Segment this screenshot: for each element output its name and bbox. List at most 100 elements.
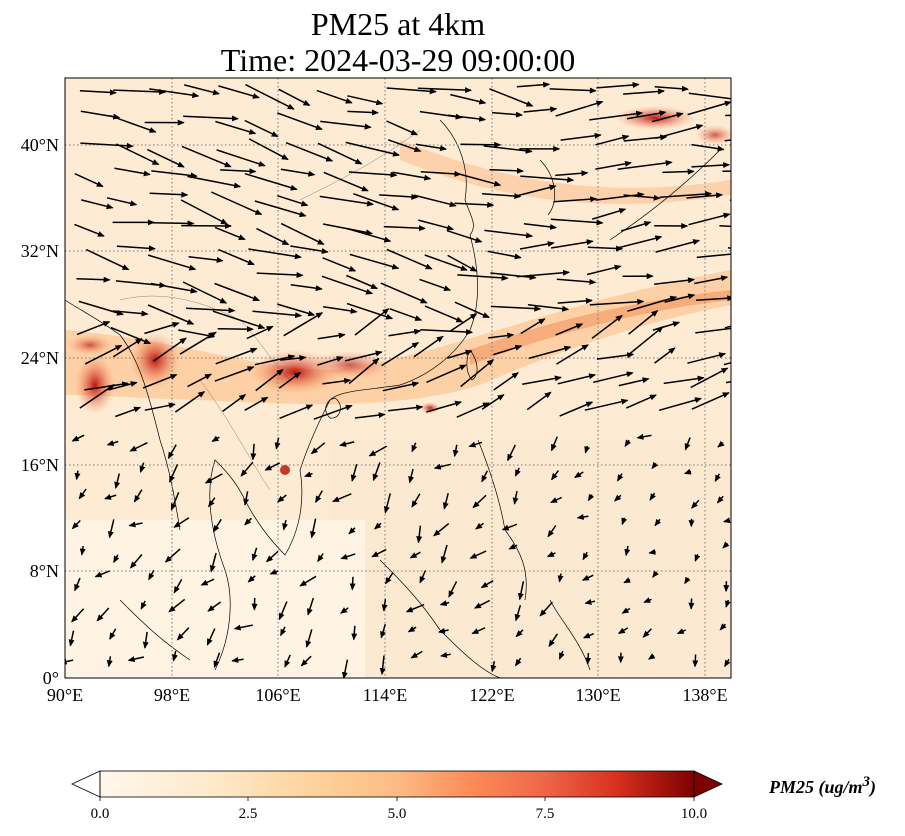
wind-arrow	[449, 313, 478, 332]
wind-arrow	[280, 355, 307, 362]
wind-arrow	[419, 570, 427, 584]
wind-arrow	[79, 384, 115, 409]
wind-arrow	[454, 201, 495, 208]
wind-arrow	[386, 248, 433, 270]
wind-arrow	[446, 229, 483, 243]
wind-arrow	[585, 652, 592, 665]
wind-arrow	[468, 441, 483, 448]
wind-arrow	[150, 282, 198, 294]
wind-arrow	[210, 191, 263, 216]
wind-arrow	[727, 247, 731, 250]
wind-arrow	[493, 372, 519, 391]
lon-axis: 90°E 98°E 106°E 114°E 122°E 130°E 138°E	[47, 685, 728, 705]
wind-arrow	[514, 467, 521, 477]
wind-arrow	[716, 495, 724, 504]
wind-arrow	[347, 109, 379, 116]
wind-arrow	[388, 328, 422, 337]
wind-arrow	[683, 468, 692, 475]
wind-arrow	[152, 337, 187, 362]
colorbar-tick-5: 5.0	[388, 806, 407, 822]
wind-arrow	[240, 461, 254, 477]
wind-arrow	[212, 310, 266, 330]
wind-arrow	[265, 550, 279, 563]
wind-arrow	[351, 625, 358, 641]
wind-arrow	[127, 656, 145, 663]
wind-arrow	[695, 327, 731, 334]
wind-arrow	[733, 274, 765, 278]
wind-arrow	[171, 650, 178, 662]
wind-arrow	[133, 489, 143, 503]
wind-arrow	[559, 401, 594, 417]
wind-arrow	[387, 139, 422, 153]
wind-arrow	[309, 518, 317, 539]
wind-arrow	[624, 439, 631, 448]
pm25-field	[65, 78, 769, 678]
wind-arrow	[489, 88, 534, 107]
wind-arrow	[655, 239, 701, 253]
wind-arrow	[492, 111, 523, 118]
wind-arrow	[244, 172, 298, 191]
wind-arrow	[244, 517, 252, 526]
wind-arrow	[550, 218, 604, 226]
wind-arrow	[74, 470, 81, 481]
wind-arrow	[647, 653, 656, 660]
wind-arrow	[180, 199, 228, 225]
wind-arrow	[417, 87, 472, 94]
wind-arrow	[555, 100, 604, 117]
wind-arrow	[595, 134, 630, 146]
wind-arrow	[147, 148, 185, 168]
wind-arrow	[732, 300, 769, 310]
wind-arrow	[450, 93, 487, 105]
wind-arrow	[386, 87, 437, 95]
wind-arrow	[380, 623, 387, 639]
wind-arrow	[277, 494, 287, 503]
wind-arrow	[589, 110, 644, 121]
wind-arrow	[348, 527, 356, 535]
wind-arrow	[624, 545, 631, 557]
wind-arrow	[244, 396, 269, 411]
wind-arrow	[584, 445, 591, 454]
wind-arrow	[729, 199, 731, 202]
wind-arrow	[184, 84, 220, 96]
wind-arrow	[584, 599, 596, 605]
lat-tick-24n: 24°N	[21, 348, 59, 368]
wind-arrow	[507, 444, 516, 462]
wind-arrow	[676, 628, 687, 635]
wind-arrow	[174, 391, 206, 413]
wind-arrow	[349, 253, 400, 270]
wind-arrow	[460, 141, 502, 148]
wind-arrow	[420, 170, 462, 177]
wind-arrow	[304, 471, 313, 478]
wind-arrow	[724, 325, 731, 329]
wind-arrow	[212, 518, 222, 533]
wind-arrow	[717, 440, 725, 448]
wind-arrow	[218, 85, 260, 99]
wind-arrow	[317, 332, 346, 340]
wind-arrow	[454, 301, 490, 319]
wind-arrow	[420, 328, 474, 335]
colorbar-tick-7-5: 7.5	[536, 806, 555, 822]
wind-arrow	[595, 191, 645, 201]
wind-arrow	[722, 170, 731, 173]
wind-arrow	[115, 143, 160, 166]
wind-arrow	[696, 295, 731, 302]
wind-arrow	[440, 651, 451, 658]
wind-arrow	[316, 89, 353, 104]
wind-arrow	[557, 573, 564, 583]
wind-arrow	[539, 601, 553, 617]
wind-vectors	[65, 81, 769, 678]
wind-arrow	[186, 307, 236, 314]
wind-arrow	[596, 81, 640, 89]
wind-arrow	[621, 517, 628, 526]
lon-tick-114e: 114°E	[363, 685, 408, 705]
wind-arrow	[79, 545, 86, 556]
wind-arrow	[149, 191, 189, 198]
wind-arrow	[182, 281, 228, 304]
borders	[119, 129, 421, 491]
wind-arrow	[654, 347, 676, 364]
wind-arrow	[508, 543, 518, 550]
wind-arrow	[723, 517, 731, 524]
wind-arrow	[691, 162, 731, 169]
wind-arrow	[113, 554, 120, 564]
wind-arrow	[345, 141, 400, 157]
